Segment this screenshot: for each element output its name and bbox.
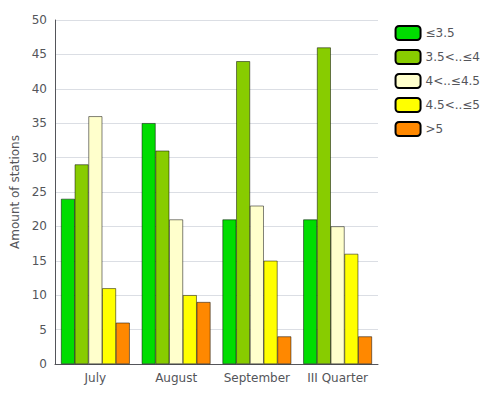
- svg-text:4.5<..≤5: 4.5<..≤5: [426, 98, 480, 112]
- svg-text:30: 30: [32, 151, 47, 165]
- svg-text:August: August: [155, 371, 197, 385]
- svg-text:September: September: [224, 371, 290, 385]
- svg-text:0: 0: [39, 357, 47, 371]
- svg-text:10: 10: [32, 288, 47, 302]
- svg-text:3.5<..≤4: 3.5<..≤4: [426, 50, 480, 64]
- svg-text:20: 20: [32, 219, 47, 233]
- svg-text:July: July: [84, 371, 107, 385]
- svg-text:III Quarter: III Quarter: [307, 371, 368, 385]
- svg-text:4<..≤4.5: 4<..≤4.5: [426, 74, 480, 88]
- svg-text:Amount of stations: Amount of stations: [8, 135, 22, 249]
- svg-text:>5: >5: [426, 122, 444, 136]
- svg-text:5: 5: [39, 323, 47, 337]
- svg-text:35: 35: [32, 116, 47, 130]
- svg-text:15: 15: [32, 254, 47, 268]
- svg-text:45: 45: [32, 47, 47, 61]
- svg-text:25: 25: [32, 185, 47, 199]
- svg-text:50: 50: [32, 13, 47, 27]
- svg-text:≤3.5: ≤3.5: [426, 26, 455, 40]
- svg-text:40: 40: [32, 82, 47, 96]
